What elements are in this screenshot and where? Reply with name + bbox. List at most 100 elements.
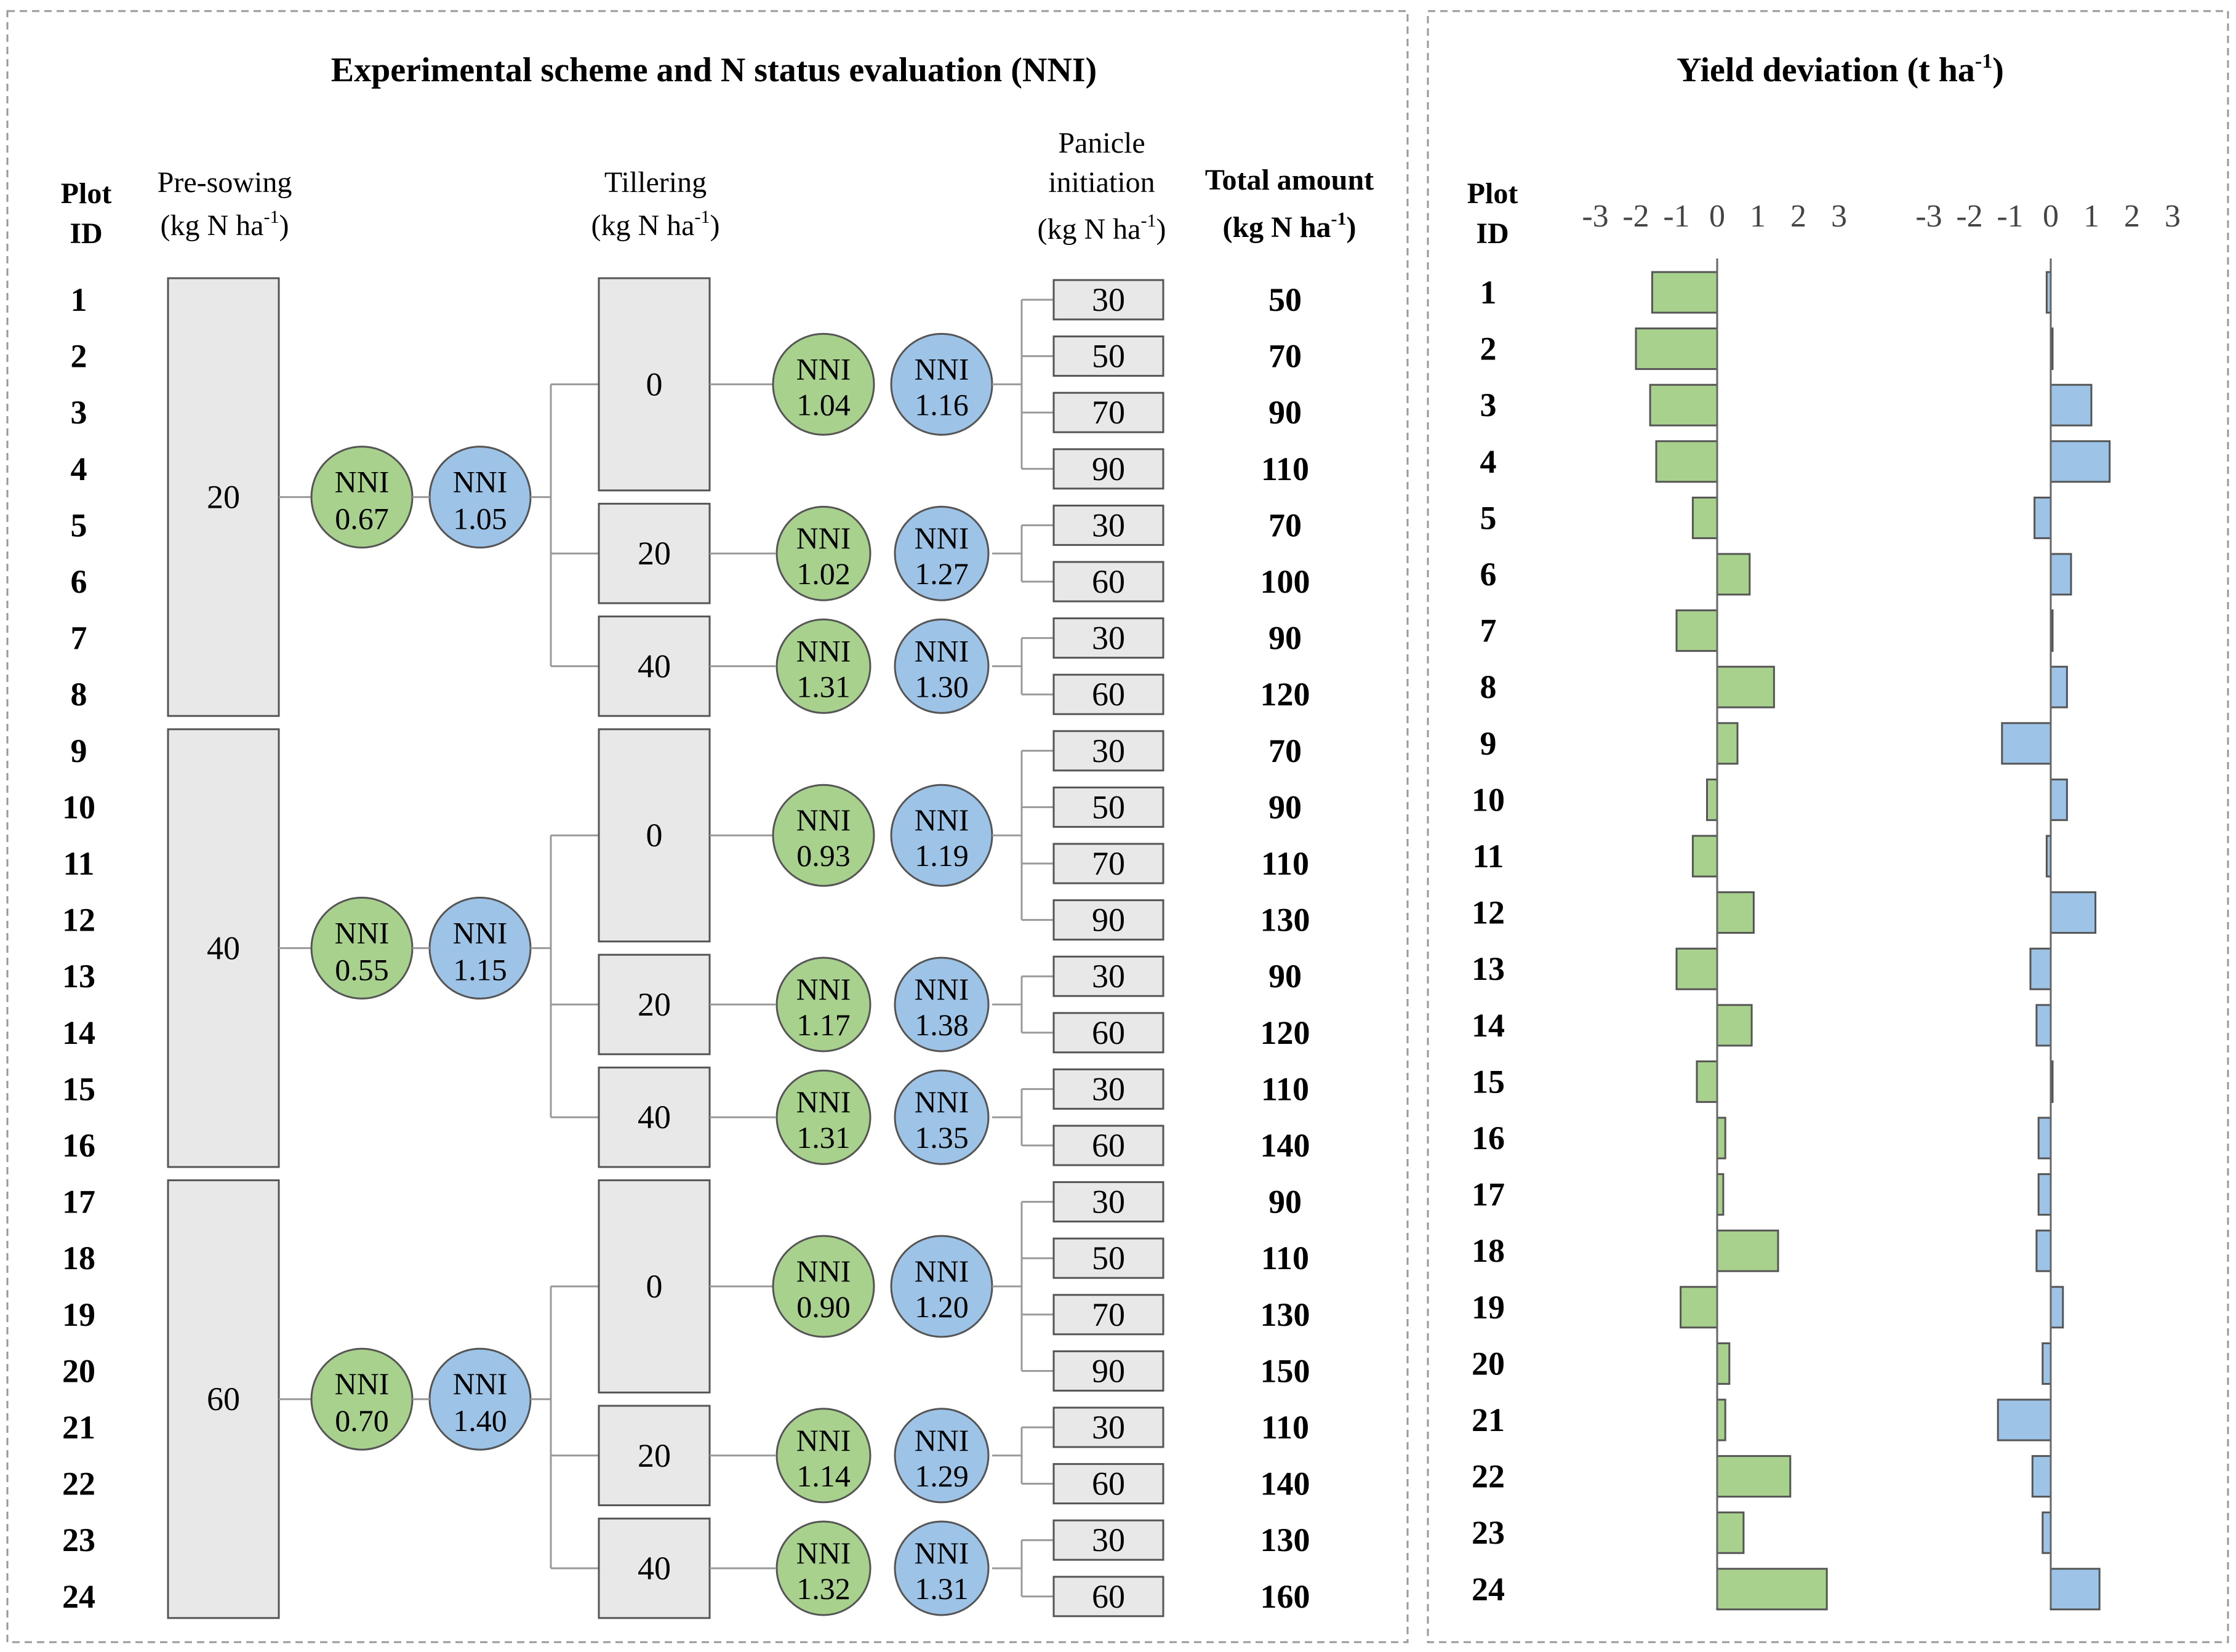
panicle-box — [1052, 617, 1164, 659]
unit-sup: -1 — [1331, 209, 1347, 229]
nni-circle-blue — [894, 618, 990, 714]
nni-label: NNI — [796, 1536, 851, 1570]
tillering-box — [598, 277, 711, 492]
nni-value: 0.90 — [796, 1289, 851, 1324]
chart-plot-id: 1 — [1480, 274, 1497, 311]
panicle-dose: 30 — [1092, 1070, 1125, 1107]
unit-open: (kg N ha — [1222, 211, 1331, 244]
panicle-box — [1052, 673, 1164, 715]
chart-title-close: ) — [1992, 51, 2004, 89]
plot-id: 24 — [62, 1578, 95, 1615]
panicle-box — [1052, 1406, 1164, 1448]
chart-plot-id: 5 — [1480, 499, 1497, 536]
plot-id: 19 — [62, 1296, 95, 1333]
x-tick-label: 0 — [2043, 199, 2059, 234]
plot-id: 20 — [62, 1352, 95, 1389]
pre-sowing-dose: 60 — [207, 1381, 240, 1417]
panicle-dose: 60 — [1092, 1466, 1125, 1502]
total-amount: 70 — [1268, 732, 1302, 769]
bar-green-plot-9 — [1716, 722, 1739, 765]
panicle-dose: 30 — [1092, 1522, 1125, 1558]
panicle-box — [1052, 504, 1164, 546]
header-panicle-unit: (kg N ha-1) — [1038, 211, 1166, 246]
chart-plot-id: 14 — [1472, 1007, 1505, 1044]
plot-id: 12 — [62, 902, 95, 939]
tillering-box — [598, 953, 711, 1056]
nni-value: 1.04 — [796, 387, 851, 422]
panicle-box — [1052, 1012, 1164, 1054]
total-amount: 110 — [1261, 845, 1309, 882]
nni-value: 0.55 — [335, 952, 389, 987]
plot-id: 14 — [62, 1014, 95, 1051]
tillering-box — [598, 615, 711, 717]
chart-title-main: Yield deviation (t ha — [1677, 51, 1975, 89]
unit-close: ) — [1347, 211, 1356, 244]
nni-value: 1.05 — [453, 502, 507, 536]
panicle-box — [1052, 1350, 1164, 1392]
bar-green-plot-24 — [1716, 1568, 1828, 1611]
x-tick-label: -1 — [1997, 199, 2023, 234]
chart-plot-id: 23 — [1472, 1514, 1505, 1551]
unit-close: ) — [710, 209, 719, 242]
tillering-box — [598, 1179, 711, 1393]
panicle-box — [1052, 1519, 1164, 1561]
bar-green-plot-4 — [1655, 440, 1718, 483]
chart-plot-id: 22 — [1472, 1458, 1505, 1495]
nni-circle-green — [775, 1520, 872, 1616]
panicle-box — [1052, 1294, 1164, 1336]
plot-id: 2 — [71, 338, 87, 375]
pre-sowing-dose: 40 — [207, 929, 240, 966]
unit-sup: -1 — [694, 207, 710, 227]
nni-circle-blue — [894, 1069, 990, 1165]
nni-value: 1.31 — [796, 1120, 851, 1155]
tillering-box — [598, 502, 711, 604]
total-amount: 110 — [1261, 1240, 1309, 1277]
bar-green-plot-12 — [1716, 891, 1755, 934]
panicle-box — [1052, 730, 1164, 772]
nni-value: 1.20 — [915, 1289, 969, 1324]
plot-id: 15 — [62, 1070, 95, 1107]
bar-blue-plot-19 — [2050, 1286, 2064, 1329]
total-amount: 90 — [1268, 958, 1302, 995]
tillering-box — [598, 1405, 711, 1507]
total-amount: 140 — [1260, 1466, 1310, 1502]
bar-green-plot-3 — [1649, 383, 1718, 427]
chart-plot-id: 18 — [1472, 1232, 1505, 1269]
nni-label: NNI — [796, 1254, 851, 1288]
x-tick-label: 3 — [2165, 199, 2181, 234]
panicle-dose: 30 — [1092, 1409, 1125, 1446]
bar-green-plot-2 — [1635, 327, 1718, 371]
panicle-dose: 30 — [1092, 1184, 1125, 1221]
total-amount: 130 — [1260, 902, 1310, 939]
unit-open: (kg N ha — [591, 209, 695, 242]
bar-green-plot-20 — [1716, 1342, 1731, 1385]
plot-id: 16 — [62, 1127, 95, 1164]
nni-circle-green — [772, 332, 875, 436]
tillering-dose: 20 — [638, 1437, 671, 1474]
nni-value: 1.35 — [915, 1120, 969, 1155]
total-amount: 110 — [1261, 451, 1309, 487]
bar-blue-plot-9 — [2001, 722, 2052, 765]
chart-plot-id: 4 — [1480, 443, 1497, 480]
nni-label: NNI — [915, 1423, 969, 1458]
bar-green-plot-14 — [1716, 1004, 1753, 1047]
bar-green-plot-8 — [1716, 665, 1775, 708]
bar-blue-plot-18 — [2035, 1229, 2052, 1272]
nni-value: 1.02 — [796, 556, 851, 591]
tillering-box — [598, 728, 711, 943]
panicle-dose: 70 — [1092, 394, 1125, 431]
plot-id: 18 — [62, 1240, 95, 1277]
total-amount: 120 — [1260, 1014, 1310, 1051]
bar-blue-plot-20 — [2042, 1342, 2052, 1385]
nni-label: NNI — [335, 465, 390, 499]
tillering-dose: 0 — [646, 817, 663, 854]
bar-green-plot-18 — [1716, 1229, 1779, 1272]
chart-plot-id: 24 — [1472, 1571, 1505, 1608]
panicle-dose: 70 — [1092, 845, 1125, 882]
bar-blue-plot-3 — [2050, 383, 2093, 427]
bar-blue-plot-10 — [2050, 778, 2068, 821]
panicle-dose: 90 — [1092, 902, 1125, 939]
bar-blue-plot-17 — [2037, 1173, 2052, 1216]
total-amount: 160 — [1260, 1578, 1310, 1615]
chart-plot-id: 2 — [1480, 331, 1497, 367]
